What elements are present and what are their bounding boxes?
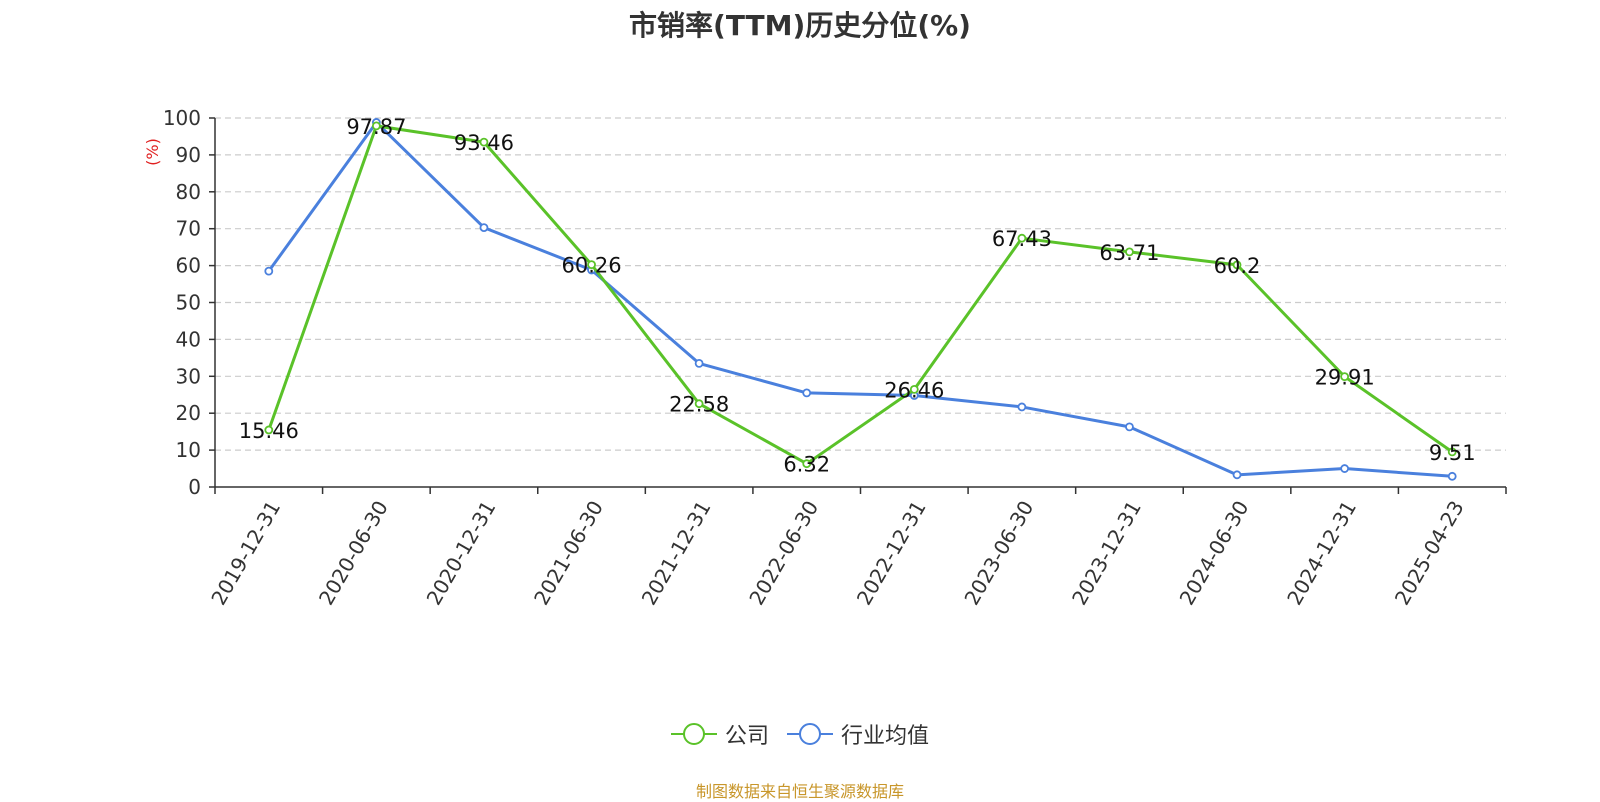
legend-company-marker [670, 723, 717, 745]
x-tick-label-2023-06-30: 2023-06-30 [959, 497, 1038, 610]
point-industry-average-4 [694, 358, 704, 368]
legend-item-industry-average[interactable]: 行业均值 [787, 718, 929, 750]
point-company-11 [1447, 447, 1457, 457]
x-tick-label-2022-06-30: 2022-06-30 [744, 497, 823, 610]
point-industry-average-11 [1447, 471, 1457, 481]
data-label-company-6: 26.46 [884, 378, 944, 402]
x-tick-label-2022-12-31: 2022-12-31 [852, 497, 931, 610]
point-company-9 [1232, 260, 1242, 270]
data-label-company-1: 97.87 [346, 115, 406, 139]
data-label-company-0: 15.46 [239, 419, 299, 443]
point-industry-average-5 [802, 388, 812, 398]
legend: 公司 行业均值 [0, 718, 1600, 750]
y-tick-label-70: 70 [176, 217, 201, 241]
point-company-0 [264, 425, 274, 435]
y-tick-label-60: 60 [176, 254, 201, 278]
legend-industry-marker [787, 723, 833, 745]
series [264, 118, 1457, 481]
data-labels: 15.46 97.87 93.46 60.26 22.58 6.32 26.46 67.43 6… [239, 115, 1476, 477]
point-company-5 [802, 459, 812, 469]
x-tick-label-2021-06-30: 2021-06-30 [529, 497, 608, 610]
point-industry-average-7 [1017, 402, 1027, 412]
y-tick-label-80: 80 [176, 180, 201, 204]
y-tick-label-0: 0 [188, 475, 201, 499]
legend-label-company: 公司 [724, 724, 769, 749]
x-tick-label-2021-12-31: 2021-12-31 [637, 497, 716, 610]
x-tick-label-2024-06-30: 2024-06-30 [1175, 497, 1254, 610]
y-axis-label: (%) [143, 138, 162, 166]
data-label-company-3: 60.26 [561, 254, 621, 278]
data-label-company-4: 22.58 [669, 393, 729, 417]
point-company-7 [1017, 233, 1027, 243]
data-label-company-2: 93.46 [454, 131, 514, 155]
point-industry-average-8 [1125, 422, 1134, 432]
data-label-company-8: 63.71 [1099, 241, 1159, 265]
data-label-company-5: 6.32 [783, 453, 830, 477]
point-company-10 [1340, 372, 1350, 382]
x-tick-label-2019-12-31: 2019-12-31 [206, 497, 285, 610]
point-company-4 [694, 399, 704, 409]
data-label-company-7: 67.43 [992, 227, 1052, 251]
point-company-8 [1125, 247, 1134, 257]
y-tick-label-90: 90 [176, 143, 201, 167]
y-tick-label-40: 40 [176, 327, 201, 351]
x-tick-label-2020-12-31: 2020-12-31 [422, 497, 501, 610]
axes: 0 10 20 30 40 50 60 70 80 90 100 2019-12-31 2020-06-… [163, 106, 1507, 610]
point-company-2 [479, 137, 489, 147]
x-tick-label-2023-12-31: 2023-12-31 [1067, 497, 1146, 610]
x-tick-label-2024-12-31: 2024-12-31 [1282, 497, 1361, 610]
point-industry-average-2 [479, 223, 489, 232]
y-tick-label-50: 50 [176, 291, 201, 315]
source-note: 制图数据来自恒生聚源数据库 [695, 782, 904, 801]
y-tick-label-10: 10 [176, 438, 201, 462]
chart-title: 市销率(TTM)历史分位(%) [629, 9, 971, 42]
y-tick-label-30: 30 [176, 364, 201, 388]
legend-item-company[interactable]: 公司 [670, 718, 769, 750]
series-line-company [267, 124, 1454, 466]
series-line-industry-average [267, 120, 1453, 478]
y-tick-label-20: 20 [176, 401, 201, 425]
point-company-6 [909, 384, 919, 394]
data-label-company-11: 9.51 [1429, 441, 1476, 465]
x-tick-label-2025-04-23: 2025-04-23 [1390, 497, 1469, 610]
grid-lines [215, 117, 1506, 451]
data-label-company-9: 60.2 [1214, 254, 1261, 278]
y-tick-label-100: 100 [163, 106, 201, 130]
point-industry-average-10 [1340, 464, 1350, 473]
point-company-3 [587, 260, 596, 270]
point-industry-average-0 [264, 266, 274, 276]
x-tick-label-2020-06-30: 2020-06-30 [314, 497, 393, 610]
data-label-company-10: 29.91 [1315, 366, 1375, 390]
legend-label-industry-average: 行业均值 [841, 724, 930, 749]
point-company-1 [371, 121, 381, 131]
point-industry-average-9 [1232, 470, 1242, 480]
